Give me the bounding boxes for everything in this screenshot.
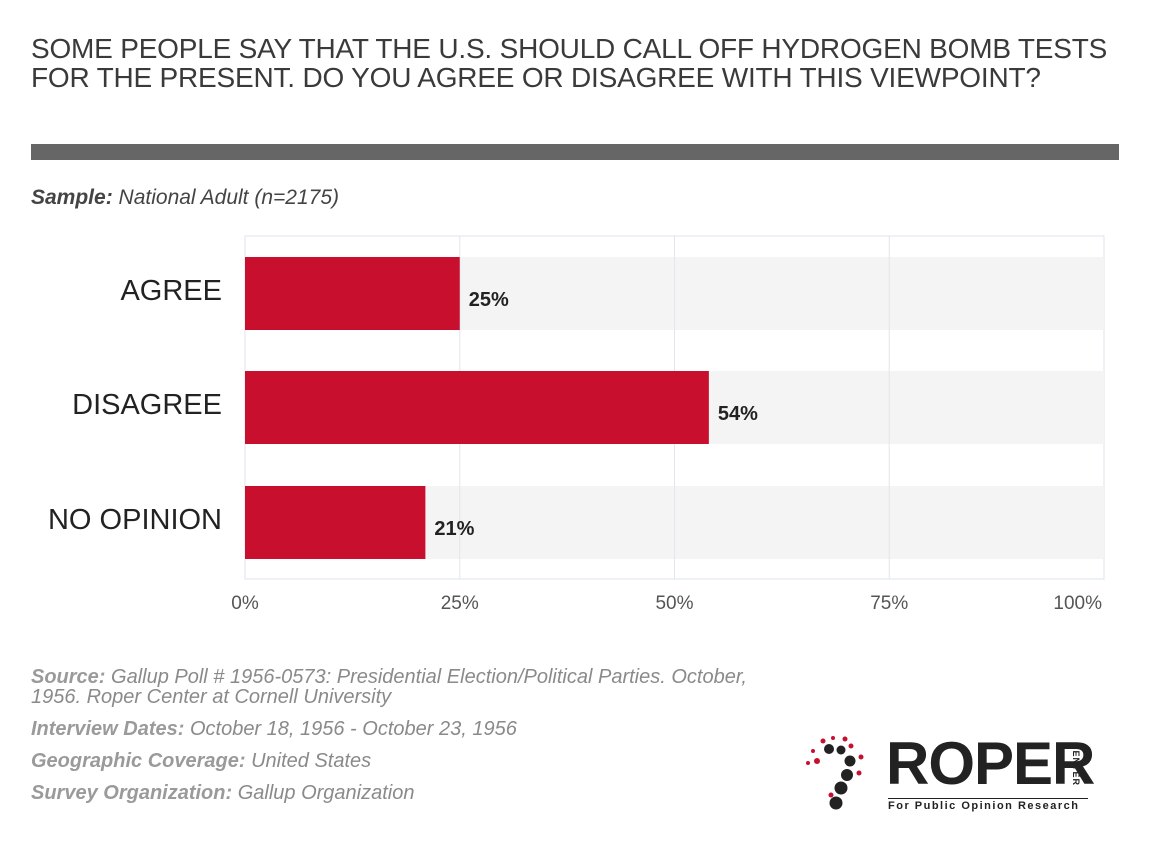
tick-label: 100% [1053,593,1102,614]
bar [245,486,426,559]
bar-chart: AGREE 25% DISAGREE 54% NO OPINION 21% 0% 25% 50%… [48,235,1105,614]
org-value: Gallup Organization [237,782,415,804]
data-label: 54% [718,403,758,425]
category-label: NO OPINION [48,504,222,536]
dates-label: Interview Dates: [31,718,185,740]
sample-value: National Adult (n=2175) [118,186,339,209]
logo-wordmark: ROPER [886,730,1095,797]
sample-label: Sample: [31,186,113,209]
sample-info: Sample: National Adult (n=2175) [31,186,339,210]
tick-label: 50% [655,593,693,614]
molecule-icon [806,736,864,810]
logo-tagline: For Public Opinion Research [888,798,1088,812]
org-label: Survey Organization: [31,782,233,804]
data-label: 25% [469,289,509,311]
tick-label: 0% [231,593,259,614]
geographic-coverage: Geographic Coverage: United States [31,751,371,771]
roper-center-logo: ROPER CENTER For Public Opinion Research [803,733,1098,815]
logo-center-text: CENTER [1071,743,1081,787]
source-line1: Gallup Poll # 1956-0573: Presidential El… [111,666,747,688]
source-label: Source: [31,666,106,688]
bar [245,257,460,330]
interview-dates: Interview Dates: October 18, 1956 - Octo… [31,719,517,739]
survey-organization: Survey Organization: Gallup Organization [31,783,415,803]
bar [245,371,709,444]
title-divider [31,144,1119,160]
category-label: AGREE [120,275,222,307]
dates-value: October 18, 1956 - October 23, 1956 [189,718,517,740]
tick-label: 75% [870,593,908,614]
tick-label: 25% [441,593,479,614]
source-info: Source: Gallup Poll # 1956-0573: Preside… [31,667,747,707]
source-line2: 1956. Roper Center at Cornell University [31,686,392,708]
geo-label: Geographic Coverage: [31,750,246,772]
chart-title: SOME PEOPLE SAY THAT THE U.S. SHOULD CAL… [31,33,1108,93]
geo-value: United States [251,750,372,772]
data-label: 21% [434,518,474,540]
category-label: DISAGREE [72,389,222,421]
